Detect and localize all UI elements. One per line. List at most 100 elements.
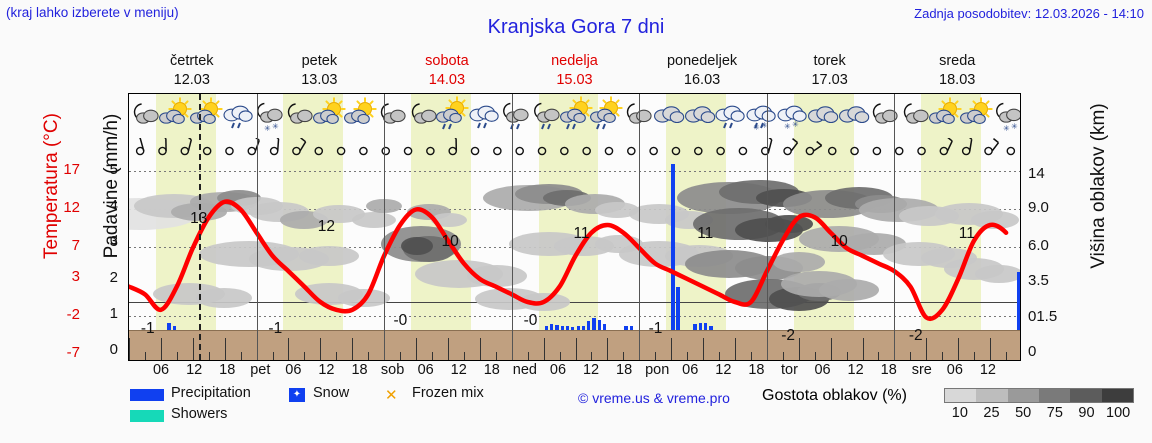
precip-bar [565, 326, 570, 330]
temp-min-label-1: -1 [268, 319, 283, 337]
terrain-tick [926, 338, 928, 360]
day-name: sreda [939, 53, 976, 69]
precip-spike [1016, 272, 1020, 330]
terrain-tick [575, 338, 577, 360]
cloud-density-gradient [944, 388, 1134, 403]
precip-bar [624, 325, 628, 330]
temperature-path [129, 199, 1009, 322]
hour-label-16: 06 [682, 362, 699, 378]
terrain-tick [974, 352, 976, 360]
copyright-link[interactable]: © vreme.us & vreme.pro [578, 390, 730, 406]
day-name: torek [813, 53, 846, 69]
terrain-tick [862, 338, 864, 360]
precipitation-axis-title: Padavine (mm/h) [101, 113, 122, 259]
cloud-tick-3: 3.5 [1028, 272, 1049, 289]
sun-cloud-icon [957, 96, 995, 136]
terrain-tick [495, 352, 497, 360]
hour-label-1: 12 [186, 362, 203, 378]
terrain-tick [814, 352, 816, 360]
precip-spike [671, 164, 676, 330]
weather-icon-band: ✳ ✳ ✳ ✳ ✳ ✳ ✳ ✳ [129, 94, 1020, 138]
terrain-tick [352, 338, 354, 360]
precip-bar [629, 326, 633, 330]
terrain-tick [846, 352, 848, 360]
sun-cloud-icon [187, 96, 225, 136]
location-hint: (kraj lahko izberete v meniju) [6, 5, 179, 20]
cloud-tick-5: 0 [1028, 343, 1037, 360]
hour-label-2: 18 [219, 362, 236, 378]
terrain-tick [958, 338, 960, 360]
svg-text:✳: ✳ [1011, 122, 1018, 131]
frozen-mix-icon: ✕ [385, 387, 398, 404]
cloud-icon [803, 96, 841, 136]
daylight-stripe-3 [538, 94, 599, 360]
terrain-tick [144, 352, 146, 360]
hour-label-17: 12 [715, 362, 732, 378]
frozen-mix-legend-label: Frozen mix [412, 385, 484, 401]
day-separator-4 [639, 94, 641, 360]
sun-cloud-icon [310, 96, 348, 136]
terrain-tick [990, 338, 992, 360]
wind-barbs [135, 138, 1016, 156]
precip-tick-4: 1 [109, 305, 118, 322]
hour-label-11: ned [512, 362, 537, 378]
day-header-3: nedelja 15.03 [511, 52, 639, 92]
terrain-tick [750, 352, 752, 360]
svg-text:✳: ✳ [1003, 124, 1010, 133]
temperature-axis-title: Temperatura (°C) [41, 113, 62, 259]
cloud-tick-2: 6.0 [1028, 237, 1049, 254]
temp-min-label-4: -1 [648, 319, 663, 337]
precip-bar [549, 324, 554, 330]
moon-cloud-rain-icon [495, 96, 533, 136]
terrain-tick [1006, 352, 1008, 360]
temp-min-label-3: -0 [523, 312, 538, 330]
terrain-tick [320, 338, 322, 360]
sun-cloud-icon [156, 96, 194, 136]
day-name: ponedeljek [666, 53, 738, 69]
temp-tick-2: 7 [71, 237, 80, 254]
hour-label-9: 12 [450, 362, 467, 378]
terrain-tick [671, 338, 673, 360]
day-separator-5 [766, 94, 768, 360]
day-separator-6 [894, 94, 896, 360]
zero-line [129, 302, 1020, 304]
page-title: Kranjska Gora 7 dni [487, 16, 665, 38]
wind-barb-band [129, 138, 1020, 164]
terrain-tick [447, 338, 449, 360]
terrain-tick [543, 338, 545, 360]
day-header-4: ponedeljek 16.03 [638, 52, 766, 92]
sun-cloud-rain-icon [557, 96, 595, 136]
precip-bar [603, 324, 607, 330]
temp-min-label-6: -2 [908, 327, 923, 345]
precip-bar [693, 324, 697, 330]
precip-bar [581, 326, 586, 330]
hour-label-3: pet [250, 362, 271, 378]
sun-cloud-rain-icon [587, 96, 625, 136]
terrain-tick [224, 338, 226, 360]
hour-label-24: 06 [946, 362, 963, 378]
terrain-tick [176, 352, 178, 360]
cloud-scale-100: 100 [1106, 405, 1131, 421]
day-header-5: torek 17.03 [766, 52, 894, 92]
cloud-icon [834, 96, 872, 136]
hour-label-8: 06 [417, 362, 434, 378]
precip-tick-3: 2 [109, 269, 118, 286]
moon-cloud-icon [372, 96, 410, 136]
terrain-tick [336, 352, 338, 360]
temp-min-label-5: -2 [781, 327, 796, 345]
terrain-tick [655, 352, 657, 360]
precip-tick-0: 5 [109, 161, 118, 178]
svg-text:✳: ✳ [264, 124, 271, 133]
precip-bar [560, 325, 564, 330]
cloud-tick-0: 14 [1028, 165, 1045, 182]
terrain-tick [431, 352, 433, 360]
terrain-tick [304, 352, 306, 360]
day-date: 15.03 [556, 72, 593, 88]
terrain-tick [416, 338, 418, 360]
moon-cloud-icon [895, 96, 933, 136]
snow-icon: ✦ [289, 388, 305, 402]
terrain-tick [719, 352, 721, 360]
day-date: 16.03 [683, 72, 721, 88]
moon-cloud-icon [403, 96, 441, 136]
